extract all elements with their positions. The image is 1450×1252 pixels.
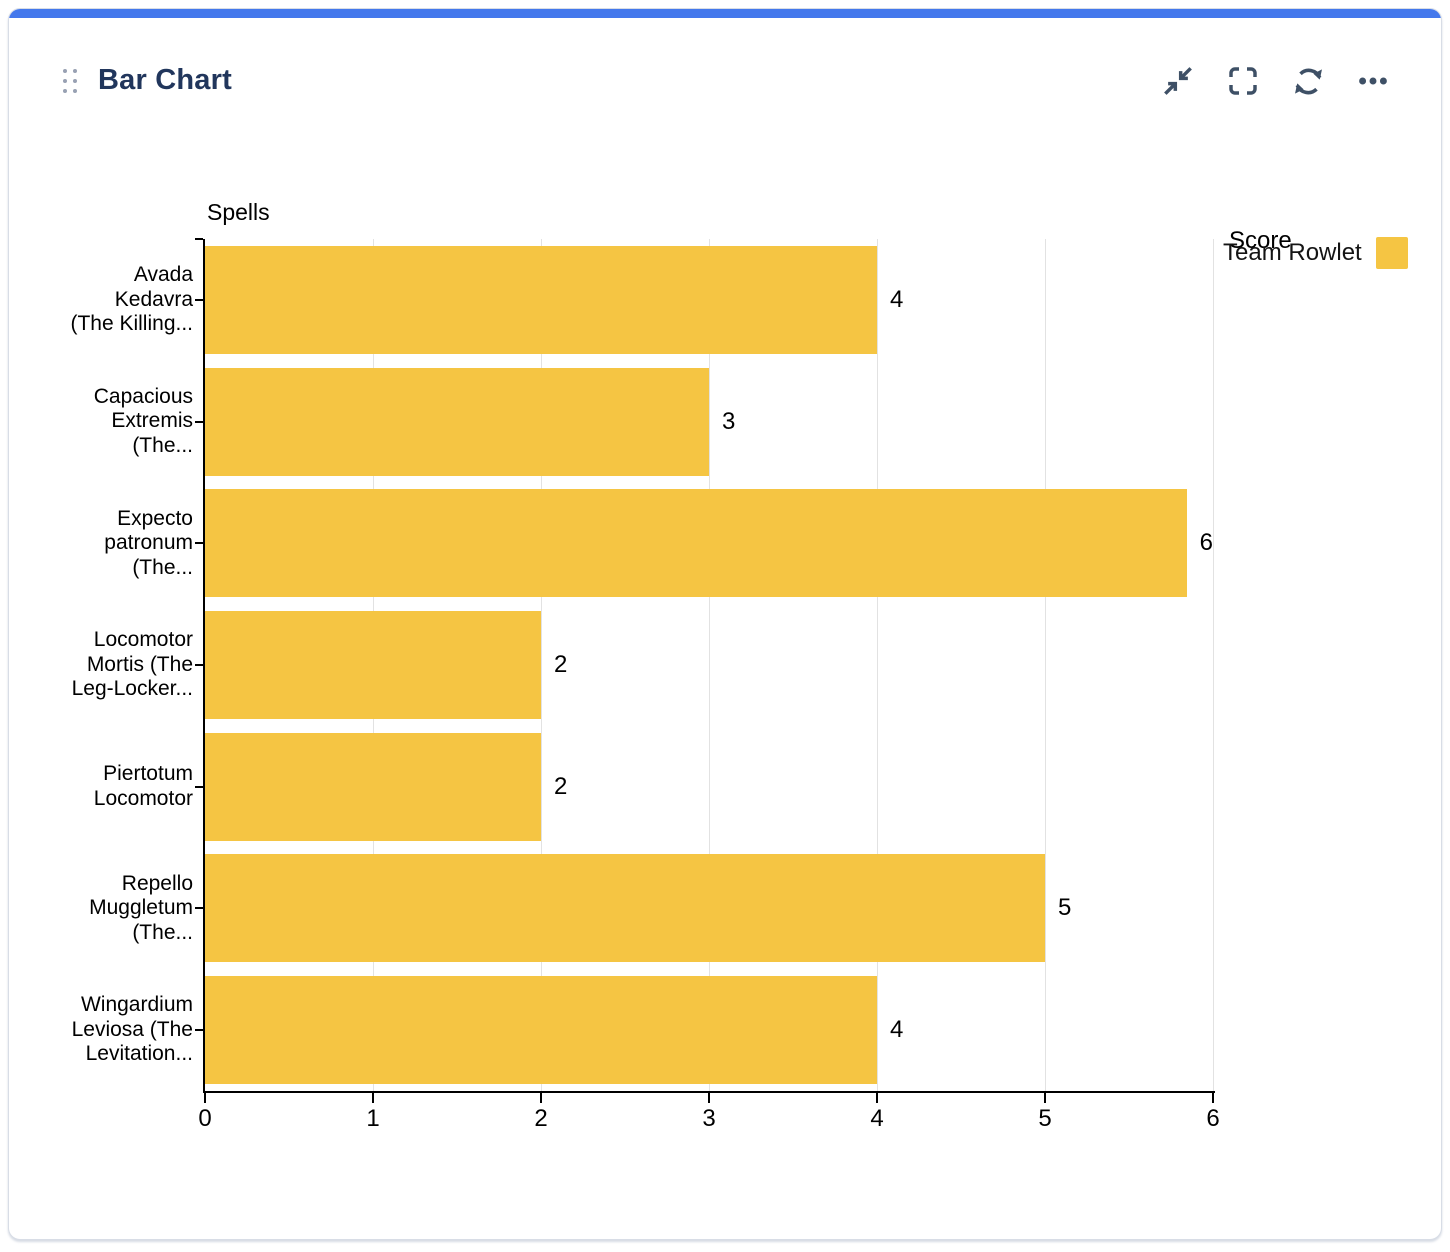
x-gridline — [708, 239, 710, 1091]
bar-value-label: 4 — [890, 1016, 904, 1044]
y-tick — [195, 1029, 203, 1032]
bar-value-label: 4 — [890, 285, 904, 313]
y-tick — [195, 542, 203, 545]
bar-value-label: 6 — [1199, 529, 1213, 557]
x-gridline — [876, 239, 878, 1091]
card-accent-bar — [9, 9, 1441, 18]
category-label: Repello Muggletum (The... — [89, 871, 193, 944]
x-tick — [204, 1093, 206, 1103]
x-tick-label: 2 — [534, 1105, 548, 1132]
y-tick — [195, 785, 203, 788]
bar-value-label: 3 — [722, 407, 736, 435]
y-tick — [195, 298, 203, 301]
category-label: Expecto patronum (The... — [104, 506, 193, 579]
bar-5[interactable] — [205, 732, 541, 841]
widget-header: Bar Chart — [9, 9, 1441, 129]
y-axis-category-labels: Avada Kedavra (The Killing... Capacious Extr… — [9, 239, 193, 1091]
x-axis-line — [203, 1091, 1215, 1093]
bar-3[interactable] — [205, 489, 1187, 598]
bar-row: 5 — [205, 848, 1213, 970]
x-tick — [708, 1093, 710, 1103]
y-axis-boundary-tick — [195, 238, 203, 240]
category-label: Wingardium Leviosa (The Levitation... — [71, 993, 193, 1066]
x-gridline — [1044, 239, 1046, 1091]
bar-row: 4 — [205, 239, 1213, 361]
collapse-icon[interactable] — [1160, 63, 1196, 99]
x-tick — [876, 1093, 878, 1103]
x-tick-label: 0 — [198, 1105, 212, 1132]
legend-label: Team Rowlet — [1223, 239, 1362, 266]
x-tick-label: 5 — [1038, 1105, 1052, 1132]
y-axis-line — [203, 239, 205, 1093]
chart-plot-area: 4 3 6 2 2 5 4 0 1 2 3 4 5 6 — [195, 238, 1220, 1132]
x-gridline — [1212, 239, 1214, 1091]
widget-title: Bar Chart — [98, 64, 232, 96]
bar-6[interactable] — [205, 854, 1045, 963]
category-label: Piertotum Locomotor — [93, 762, 193, 810]
y-axis-title: Spells — [207, 199, 270, 225]
refresh-icon[interactable] — [1290, 63, 1326, 99]
fullscreen-icon[interactable] — [1225, 63, 1261, 99]
bar-row: 2 — [205, 726, 1213, 848]
bar-row: 4 — [205, 969, 1213, 1091]
bar-7[interactable] — [205, 976, 877, 1085]
legend-swatch — [1375, 237, 1408, 269]
bar-4[interactable] — [205, 611, 541, 720]
category-label: Avada Kedavra (The Killing... — [70, 263, 193, 336]
x-tick — [372, 1093, 374, 1103]
widget-toolbar — [1160, 63, 1391, 99]
bar-1[interactable] — [205, 245, 877, 354]
x-tick — [540, 1093, 542, 1103]
legend-item-team-rowlet[interactable]: Team Rowlet — [1223, 237, 1408, 269]
bar-value-label: 2 — [554, 651, 568, 679]
x-tick-label: 3 — [702, 1105, 716, 1132]
bar-value-label: 5 — [1058, 894, 1072, 922]
x-tick-label: 1 — [366, 1105, 380, 1132]
x-tick — [1212, 1093, 1214, 1103]
bar-chart-widget-card: Bar Chart — [8, 8, 1442, 1240]
bar-value-label: 2 — [554, 772, 568, 800]
bar-2[interactable] — [205, 367, 709, 476]
bar-row: 2 — [205, 604, 1213, 726]
drag-handle-icon[interactable] — [63, 69, 81, 97]
y-tick — [195, 907, 203, 910]
x-tick-label: 6 — [1206, 1105, 1220, 1132]
x-tick-label: 4 — [870, 1105, 884, 1132]
category-label: Capacious Extremis (The... — [93, 384, 193, 457]
y-tick — [195, 664, 203, 666]
more-options-icon[interactable] — [1355, 63, 1391, 99]
y-tick — [195, 420, 203, 423]
bar-row: 6 — [205, 482, 1213, 604]
bar-row: 3 — [205, 361, 1213, 483]
category-label: Locomotor Mortis (The Leg-Locker... — [71, 628, 193, 701]
x-tick — [1044, 1093, 1046, 1103]
x-axis-title: Score — [1229, 227, 1292, 254]
x-gridline — [540, 239, 542, 1091]
